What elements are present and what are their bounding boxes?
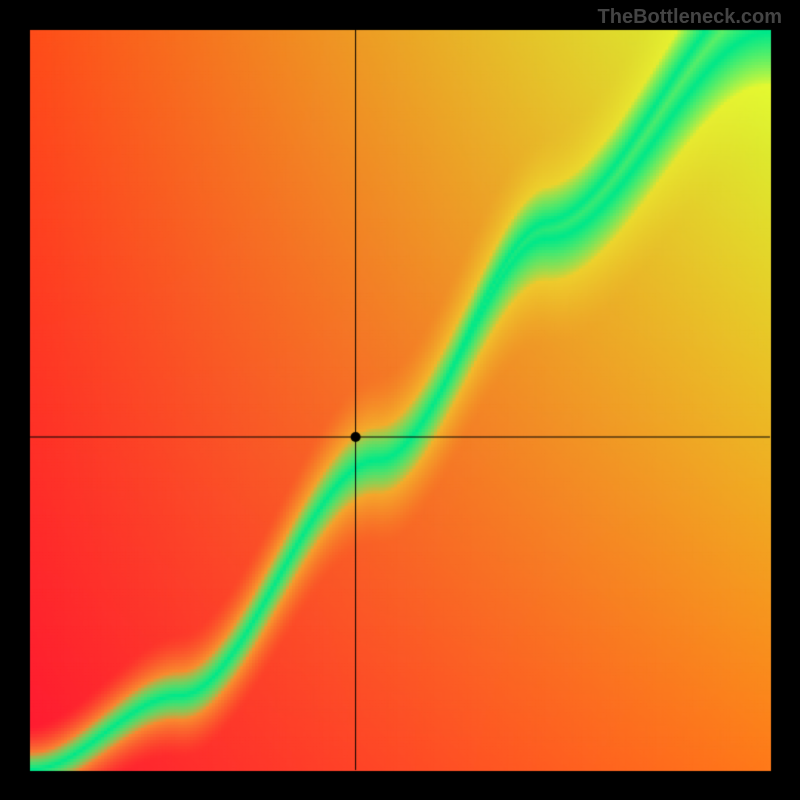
chart-container: TheBottleneck.com — [0, 0, 800, 800]
heatmap-canvas — [0, 0, 800, 800]
watermark-label: TheBottleneck.com — [598, 6, 782, 29]
